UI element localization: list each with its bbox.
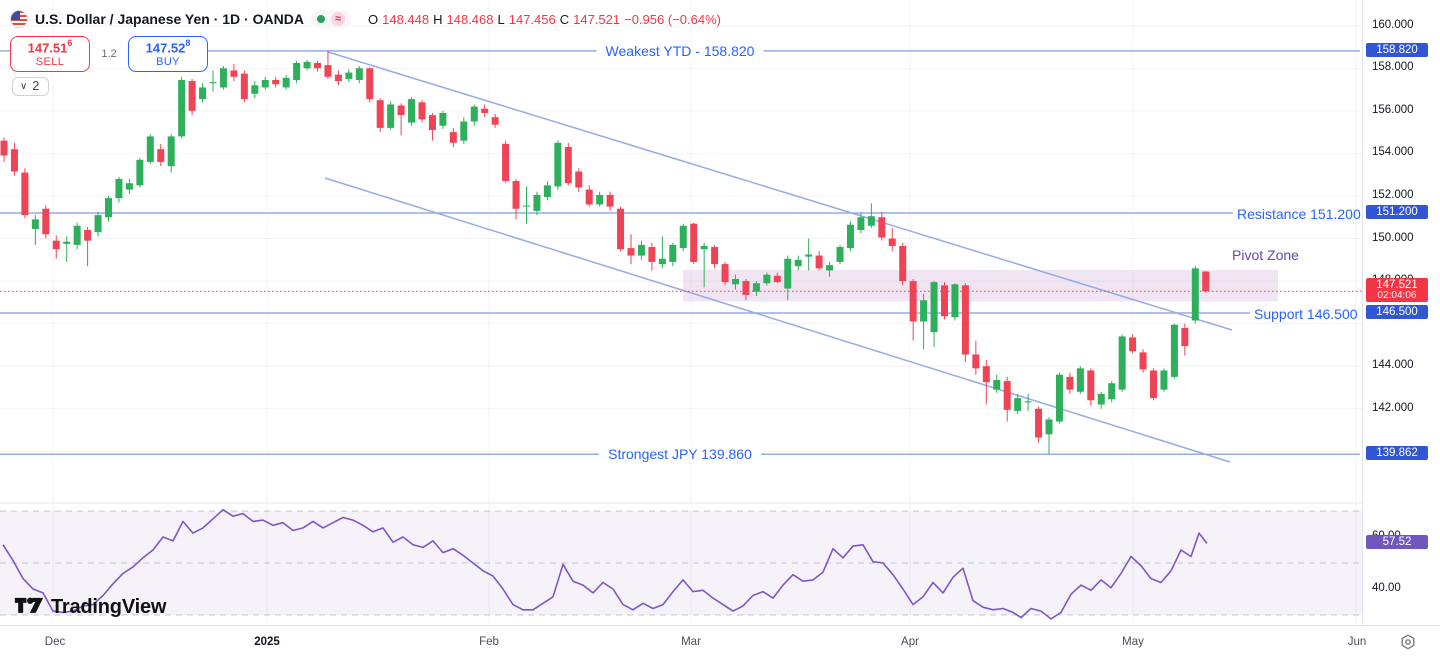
market-open-dot-icon xyxy=(316,15,325,23)
sell-price-sup: 6 xyxy=(67,38,73,49)
axis-price-label: 158.000 xyxy=(1372,61,1414,74)
object-tree-collapse-chip[interactable]: ∨ 2 xyxy=(12,77,50,96)
axis-price-label: 144.000 xyxy=(1372,359,1414,372)
axis-price-label: 150.000 xyxy=(1372,231,1414,244)
axis-price-label: 156.000 xyxy=(1372,103,1414,116)
symbol-title[interactable]: U.S. Dollar / Japanese Yen · 1D · OANDA xyxy=(35,11,304,27)
close-value: 147.521 xyxy=(573,11,621,27)
pivot-zone-label[interactable]: Pivot Zone xyxy=(1232,247,1299,263)
tradingview-watermark: TradingView xyxy=(14,595,166,619)
close-letter: C xyxy=(559,11,570,27)
weakest-ytd-label[interactable]: Weakest YTD - 158.820 xyxy=(596,43,764,59)
buy-label: BUY xyxy=(156,56,180,69)
axis-price-badge: 147.521 02:04:06 xyxy=(1366,278,1428,303)
sell-price: 147.51 xyxy=(27,40,68,56)
price-axis[interactable]: 160.000 158.820 158.000 156.000 154.000 152.0… xyxy=(1362,0,1440,625)
change-value: −0.956 (−0.64%) xyxy=(624,11,721,27)
time-tick-mar: Mar xyxy=(681,636,701,648)
usd-flag-icon xyxy=(10,10,28,28)
axis-price-label: 154.000 xyxy=(1372,146,1414,159)
high-value: 148.468 xyxy=(446,11,494,27)
axis-price-label: 152.000 xyxy=(1372,188,1414,201)
time-axis[interactable]: Dec 2025 Feb Mar Apr May Jun xyxy=(0,625,1440,660)
watermark-text: TradingView xyxy=(51,595,167,618)
market-status-pill[interactable]: ≈ xyxy=(310,10,351,28)
symbol-header: U.S. Dollar / Japanese Yen · 1D · OANDA … xyxy=(10,8,721,30)
high-letter: H xyxy=(433,11,443,27)
axis-price-badge: 146.500 xyxy=(1366,305,1428,320)
low-letter: L xyxy=(497,11,505,27)
axis-price-badge: 151.200 xyxy=(1366,205,1428,219)
axis-price-label: 142.000 xyxy=(1372,401,1414,414)
time-tick-jun: Jun xyxy=(1347,636,1367,648)
time-tick-apr: Apr xyxy=(901,636,919,648)
open-value: 148.448 xyxy=(382,11,430,27)
time-tick-dec: Dec xyxy=(44,636,66,648)
axis-price-badge: 139.862 xyxy=(1366,446,1428,461)
axis-price-label: 160.000 xyxy=(1372,18,1414,31)
sell-button[interactable]: 147.516 SELL xyxy=(10,36,90,72)
low-value: 147.456 xyxy=(508,11,556,27)
sell-label: SELL xyxy=(35,56,65,69)
time-tick-2025: 2025 xyxy=(254,636,280,648)
strongest-jpy-label[interactable]: Strongest JPY 139.860 xyxy=(599,446,761,462)
buy-price: 147.52 xyxy=(145,40,186,56)
spread-value: 1.2 xyxy=(90,48,128,60)
support-label[interactable]: Support 146.500 xyxy=(1254,306,1358,322)
buy-price-sup: 8 xyxy=(185,38,191,49)
chevron-down-icon: ∨ xyxy=(20,80,28,92)
tradingview-logo-icon xyxy=(14,597,44,613)
collapse-count: 2 xyxy=(32,79,40,93)
trade-buttons: 147.516 SELL 1.2 147.528 BUY xyxy=(10,36,208,72)
chart-canvas[interactable] xyxy=(0,0,1362,625)
axis-price-label: 40.00 xyxy=(1372,582,1401,594)
axis-settings-gear-icon[interactable] xyxy=(1398,633,1418,653)
ohlc-readout: O 148.448 H 148.468 L 147.456 C 147.521 … xyxy=(368,12,721,27)
time-tick-may: May xyxy=(1122,636,1144,648)
approx-data-icon: ≈ xyxy=(330,12,345,26)
resistance-label[interactable]: Resistance 151.200 xyxy=(1237,206,1361,222)
axis-price-badge: 57.52 xyxy=(1366,535,1428,550)
axis-price-badge: 158.820 xyxy=(1366,42,1428,57)
time-tick-feb: Feb xyxy=(479,636,499,648)
buy-button[interactable]: 147.528 BUY xyxy=(128,36,208,72)
open-letter: O xyxy=(367,11,379,27)
